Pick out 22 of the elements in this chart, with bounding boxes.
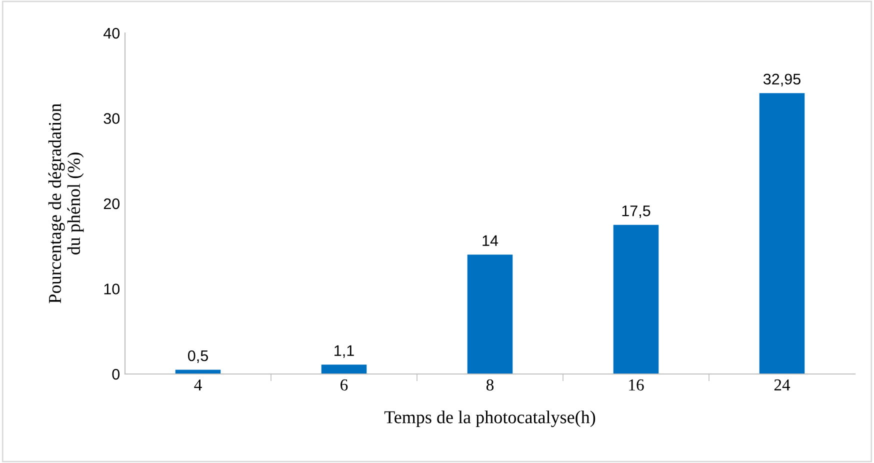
bar <box>613 224 659 374</box>
y-tick-label: 30 <box>104 113 120 124</box>
y-tick-label: 40 <box>104 28 120 39</box>
bar <box>467 254 513 374</box>
y-tick-label: 20 <box>104 198 120 210</box>
data-label: 1,1 <box>334 345 354 358</box>
x-tick-label: 24 <box>774 379 790 390</box>
data-label: 32,95 <box>763 74 800 86</box>
x-tick-label: 4 <box>194 379 202 390</box>
y-axis-title: Pourcentage de dégradation du phénol (%) <box>48 104 84 304</box>
y-tick-label: 0 <box>112 368 120 380</box>
x-tick-label: 6 <box>340 379 348 391</box>
bar <box>759 93 805 374</box>
x-tick-label: 16 <box>629 379 644 391</box>
x-axis-title: Temps de la photocatalyse(h) <box>384 410 596 428</box>
y-tick-label: 10 <box>104 284 120 294</box>
data-label: 17,5 <box>622 206 650 218</box>
x-tick-label: 8 <box>486 379 494 391</box>
data-label: 0,5 <box>188 350 208 363</box>
bar <box>321 364 367 374</box>
data-label: 14 <box>482 235 498 246</box>
bar <box>175 370 221 374</box>
